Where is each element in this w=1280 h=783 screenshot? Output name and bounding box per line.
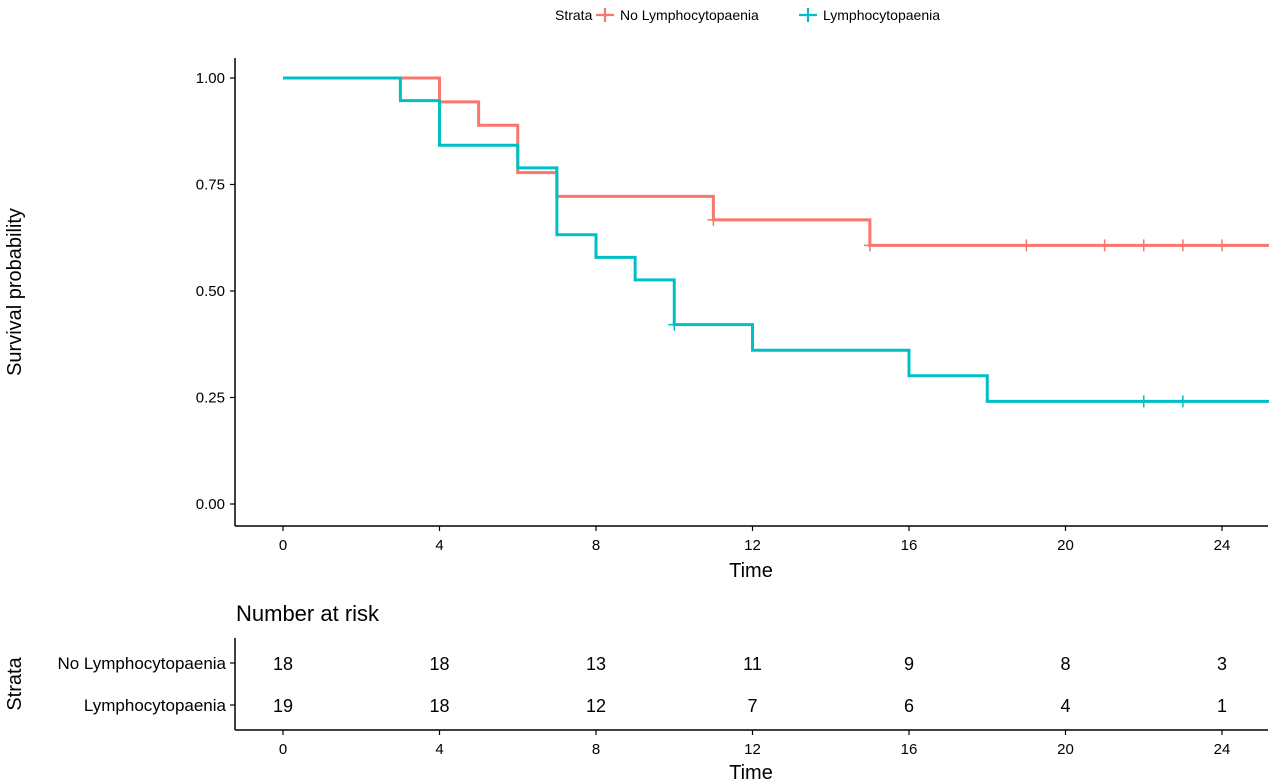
- risk-x-tick-label: 0: [279, 741, 287, 758]
- survival-plot: 0.00 0.25 0.50 0.75 1.00 0 4 8 12 16 20 24: [196, 58, 1269, 554]
- x-tick-label: 24: [1214, 537, 1231, 554]
- censor-mark: [1176, 239, 1189, 252]
- risk-x-tick-label: 16: [901, 741, 918, 758]
- risk-row-label: No Lymphocytopaenia: [57, 654, 226, 673]
- risk-table-title: Number at risk: [236, 601, 380, 626]
- risk-count: 8: [1060, 654, 1070, 674]
- risk-x-tick-label: 20: [1057, 741, 1074, 758]
- y-tick-label: 0.00: [196, 496, 225, 513]
- censor-mark: [707, 213, 720, 226]
- risk-table-y-label: Strata: [4, 656, 26, 710]
- risk-count: 11: [743, 654, 762, 674]
- x-axis-label: Time: [729, 560, 773, 582]
- censor-mark: [1137, 395, 1150, 408]
- x-tick-label: 16: [901, 537, 918, 554]
- censor-mark: [863, 239, 876, 252]
- legend-item: No Lymphocytopaenia: [596, 7, 759, 23]
- censor-mark: [1216, 239, 1228, 252]
- risk-x-tick-label: 12: [744, 741, 761, 758]
- risk-count: 18: [429, 654, 449, 674]
- y-tick-label: 0.75: [196, 177, 225, 194]
- risk-count: 18: [429, 696, 449, 716]
- censor-mark: [1176, 395, 1189, 408]
- x-tick-label: 12: [744, 537, 761, 554]
- legend-key: [596, 8, 614, 22]
- risk-count: 4: [1060, 696, 1070, 716]
- y-axis-label: Survival probability: [4, 208, 26, 376]
- legend-title: Strata: [555, 7, 593, 23]
- censor-mark: [668, 318, 681, 331]
- survival-curve-no-lymphocytopaenia: [283, 76, 1269, 247]
- survival-curve-lymphocytopaenia: [283, 76, 1269, 403]
- risk-count: 1: [1217, 696, 1227, 716]
- risk-count: 13: [586, 654, 606, 674]
- risk-count: 3: [1217, 654, 1227, 674]
- risk-table: No Lymphocytopaenia 18 18 13 11 9 8 3Lymphocyto…: [57, 638, 1268, 758]
- risk-count: 12: [586, 696, 606, 716]
- risk-count: 6: [904, 696, 914, 716]
- legend: Strata No Lymphocytopaenia Lymphocytopaen…: [555, 7, 940, 23]
- y-tick-label: 1.00: [196, 70, 225, 87]
- risk-x-tick-label: 4: [435, 741, 443, 758]
- censor-mark: [1098, 239, 1111, 252]
- x-tick-label: 4: [435, 537, 443, 554]
- risk-x-tick-label: 8: [592, 741, 600, 758]
- x-tick-label: 20: [1057, 537, 1074, 554]
- risk-table-x-label: Time: [729, 762, 773, 783]
- censor-mark: [1020, 239, 1033, 252]
- risk-count: 7: [747, 696, 757, 716]
- legend-item: Lymphocytopaenia: [799, 7, 940, 23]
- risk-row-label: Lymphocytopaenia: [84, 696, 227, 715]
- y-tick-label: 0.25: [196, 390, 225, 407]
- risk-count: 19: [273, 696, 293, 716]
- risk-x-tick-label: 24: [1214, 741, 1231, 758]
- legend-label: Lymphocytopaenia: [823, 7, 940, 23]
- x-tick-label: 8: [592, 537, 600, 554]
- censor-mark: [1137, 239, 1150, 252]
- legend-key: [799, 8, 817, 22]
- x-tick-label: 0: [279, 537, 287, 554]
- risk-count: 18: [273, 654, 293, 674]
- y-tick-label: 0.50: [196, 283, 225, 300]
- risk-count: 9: [904, 654, 914, 674]
- legend-label: No Lymphocytopaenia: [620, 7, 759, 23]
